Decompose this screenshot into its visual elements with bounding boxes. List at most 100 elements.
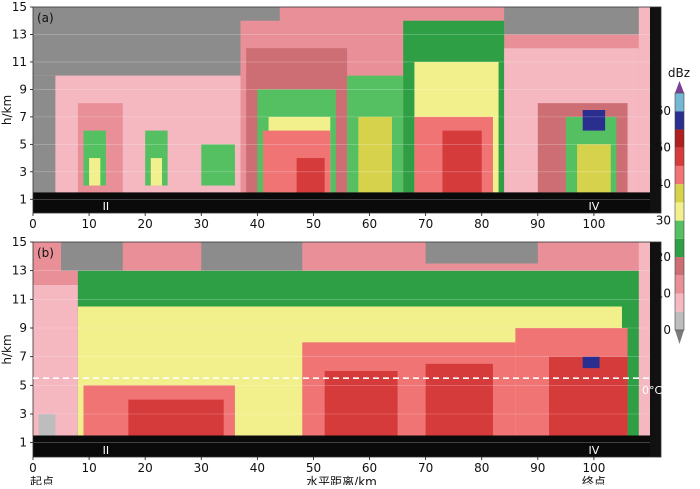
reflectivity-cell — [582, 110, 606, 131]
right-edge-strip — [650, 242, 661, 457]
reflectivity-cell — [61, 242, 123, 271]
x-end-label: 终点 — [582, 474, 606, 485]
x-tick-label: 0 — [29, 461, 37, 475]
x-tick-label: 40 — [250, 461, 265, 475]
segment-marker-label: IV — [589, 200, 600, 213]
colorbar-segment — [675, 111, 684, 130]
freezing-level-label: 0°C — [642, 384, 662, 397]
colorbar-segment — [675, 311, 684, 330]
segment-marker-label: II — [103, 444, 110, 457]
colorbar-segment — [675, 202, 684, 221]
panel-frame — [32, 241, 662, 458]
colorbar-segment — [675, 165, 684, 185]
colorbar-tick-label: 30 — [656, 214, 671, 228]
reflectivity-cell — [504, 7, 639, 35]
reflectivity-cell — [324, 371, 398, 436]
y-axis-label: h/km — [0, 334, 14, 364]
reflectivity-cell — [33, 75, 56, 193]
x-tick-label: 80 — [474, 217, 489, 231]
x-tick-label: 100 — [582, 461, 605, 475]
y-tick-label: 9 — [19, 321, 27, 335]
reflectivity-cell — [577, 144, 611, 193]
ground-terrain — [33, 192, 650, 213]
panel-tag: (b) — [37, 246, 54, 260]
x-tick-label: 20 — [138, 217, 153, 231]
x-tick-label: 100 — [582, 217, 605, 231]
colorbar-tick-label: 0 — [663, 323, 671, 337]
right-edge-strip — [650, 7, 661, 213]
reflectivity-cell — [296, 158, 325, 193]
colorbar-segment — [675, 147, 684, 166]
x-tick-label: 80 — [474, 461, 489, 475]
reflectivity-cell — [38, 414, 56, 436]
segment-marker-label: II — [103, 200, 110, 213]
colorbar-tick-label: 10 — [656, 287, 671, 301]
colorbar-tick-label: 60 — [656, 104, 671, 118]
y-tick-label: 15 — [12, 235, 27, 249]
y-tick-label: 3 — [19, 165, 27, 179]
reflectivity-cell — [240, 7, 280, 21]
colorbar-unit: dBz — [668, 66, 690, 80]
y-tick-label: 7 — [19, 350, 27, 364]
x-axis-label: 水平距离/km — [306, 474, 377, 485]
reflectivity-cell — [358, 116, 392, 193]
colorbar-bottom-arrow — [675, 330, 684, 344]
reflectivity-cell — [582, 356, 600, 369]
x-tick-label: 30 — [194, 461, 209, 475]
x-tick-label: 70 — [418, 461, 433, 475]
reflectivity-cell — [425, 363, 493, 436]
y-tick-label: 7 — [19, 110, 27, 124]
colorbar-frame — [674, 92, 685, 331]
y-axis-label: h/km — [0, 95, 14, 125]
x-tick-label: 30 — [194, 217, 209, 231]
y-tick-label: 13 — [12, 27, 27, 41]
x-tick-label: 10 — [81, 461, 96, 475]
reflectivity-cell — [33, 285, 78, 436]
colorbar-segment — [675, 275, 684, 294]
ground-terrain — [33, 435, 650, 457]
y-tick-label: 13 — [12, 264, 27, 278]
colorbar-segment — [675, 93, 684, 112]
reflectivity-cell — [201, 242, 303, 271]
colorbar-segment — [675, 293, 684, 312]
colorbar-top-arrow — [675, 81, 684, 93]
x-tick-label: 90 — [530, 461, 545, 475]
colorbar-segment — [675, 184, 684, 203]
y-tick-label: 15 — [12, 0, 27, 14]
colorbar-segment — [675, 238, 684, 258]
panel-frame — [32, 6, 662, 214]
colorbar-tick-label: 20 — [656, 250, 671, 264]
y-tick-label: 1 — [19, 436, 27, 450]
colorbar-segment — [675, 257, 684, 276]
panel-tag: (a) — [37, 11, 54, 25]
colorbar-segment — [675, 220, 684, 239]
x-tick-label: 0 — [29, 217, 37, 231]
reflectivity-cell — [442, 130, 482, 193]
reflectivity-cell — [201, 144, 235, 186]
reflectivity-cell — [33, 7, 241, 76]
reflectivity-cell — [549, 356, 628, 436]
x-tick-label: 90 — [530, 217, 545, 231]
reflectivity-cell — [150, 158, 163, 186]
reflectivity-cell — [128, 399, 224, 436]
colorbar-tick-label: 50 — [656, 141, 671, 155]
x-tick-label: 60 — [362, 217, 377, 231]
x-tick-label: 70 — [418, 217, 433, 231]
y-tick-label: 11 — [12, 292, 27, 306]
x-tick-label: 50 — [306, 217, 321, 231]
segment-marker-label: IV — [589, 444, 600, 457]
y-tick-label: 1 — [19, 192, 27, 206]
y-tick-label: 9 — [19, 82, 27, 96]
x-tick-label: 40 — [250, 217, 265, 231]
colorbar-tick-label: 40 — [656, 177, 671, 191]
colorbar-segment — [675, 129, 684, 148]
y-tick-label: 5 — [19, 378, 27, 392]
x-tick-label: 10 — [81, 217, 96, 231]
x-tick-label: 60 — [362, 461, 377, 475]
y-tick-label: 3 — [19, 407, 27, 421]
x-tick-label: 50 — [306, 461, 321, 475]
